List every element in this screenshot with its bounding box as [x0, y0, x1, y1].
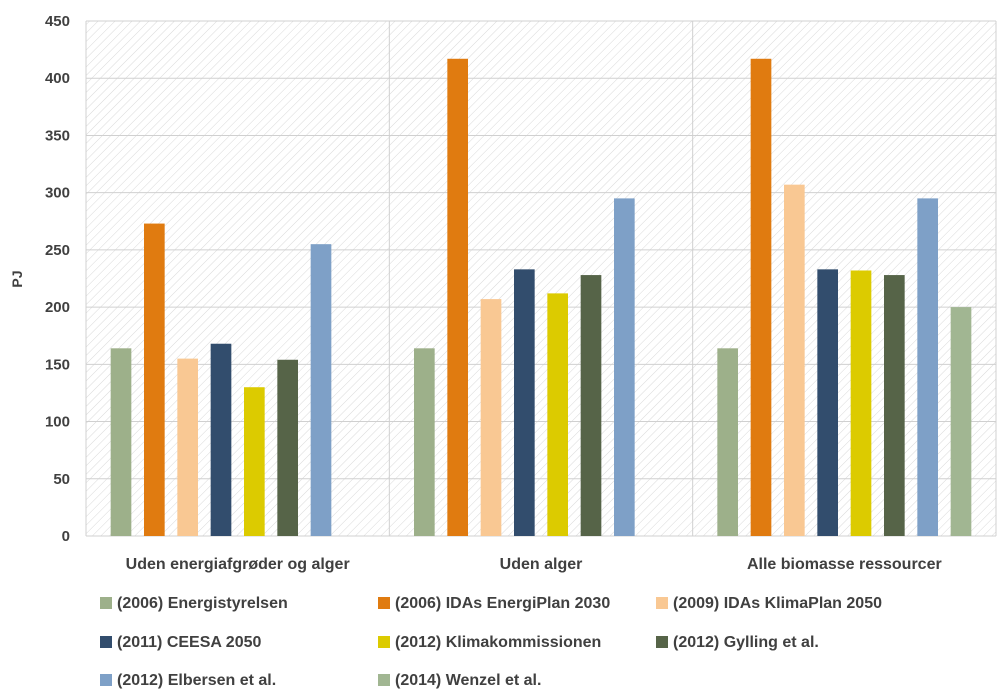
bar — [750, 58, 772, 537]
y-tick-label: 50 — [53, 471, 70, 488]
legend-label: (2006) IDAs EnergiPlan 2030 — [395, 595, 610, 612]
bar — [850, 270, 872, 536]
y-axis-label: PJ — [9, 270, 25, 287]
x-category-label: Uden alger — [500, 556, 583, 573]
y-axis-ticks: 0 50 100 150 200 250 300 350 400 450 — [45, 13, 70, 545]
bar — [950, 307, 972, 536]
legend-swatch — [378, 636, 390, 648]
x-axis-categories: Uden energiafgrøder og alger Uden alger Al… — [126, 556, 942, 573]
legend-swatch — [656, 636, 668, 648]
bars — [110, 58, 972, 537]
bar — [784, 184, 805, 536]
bar — [447, 58, 468, 537]
legend-swatch — [100, 636, 112, 648]
plot-area-background — [86, 21, 996, 536]
bar — [177, 358, 198, 536]
legend-label: (2014) Wenzel et al. — [395, 672, 541, 689]
legend-swatch — [378, 597, 390, 609]
bar — [614, 198, 635, 536]
legend-swatch — [100, 674, 112, 686]
bar — [547, 293, 568, 536]
y-tick-label: 150 — [45, 356, 70, 373]
legend-swatch — [378, 674, 390, 686]
bar — [580, 275, 602, 536]
y-tick-label: 0 — [62, 528, 70, 545]
y-tick-label: 300 — [45, 185, 70, 202]
bar — [144, 223, 165, 537]
legend: (2006) Energistyrelsen (2006) IDAs Energi… — [100, 595, 882, 689]
legend-label: (2006) Energistyrelsen — [117, 595, 288, 612]
bar — [414, 348, 435, 536]
bar — [514, 269, 535, 536]
y-tick-label: 400 — [45, 70, 70, 87]
legend-label: (2012) Elbersen et al. — [117, 672, 276, 689]
y-tick-label: 200 — [45, 299, 70, 316]
bar — [884, 275, 905, 536]
x-category-label: Uden energiafgrøder og alger — [126, 556, 350, 573]
bar — [310, 244, 332, 536]
legend-label: (2009) IDAs KlimaPlan 2050 — [673, 595, 882, 612]
legend-label: (2011) CEESA 2050 — [117, 634, 261, 651]
x-category-label: Alle biomasse ressourcer — [747, 556, 942, 573]
legend-label: (2012) Klimakommissionen — [395, 634, 601, 651]
gridlines — [85, 20, 997, 537]
bar — [817, 269, 838, 536]
bar — [244, 387, 265, 536]
legend-swatch — [100, 597, 112, 609]
y-tick-label: 100 — [45, 414, 70, 431]
bar — [480, 299, 502, 536]
bar — [277, 359, 298, 536]
bar — [110, 348, 132, 536]
bar — [917, 198, 938, 536]
legend-label: (2012) Gylling et al. — [673, 634, 819, 651]
legend-swatch — [656, 597, 668, 609]
bar — [210, 343, 232, 536]
y-tick-label: 350 — [45, 127, 70, 144]
y-tick-label: 450 — [45, 13, 70, 30]
bar — [717, 348, 738, 536]
y-tick-label: 250 — [45, 242, 70, 259]
